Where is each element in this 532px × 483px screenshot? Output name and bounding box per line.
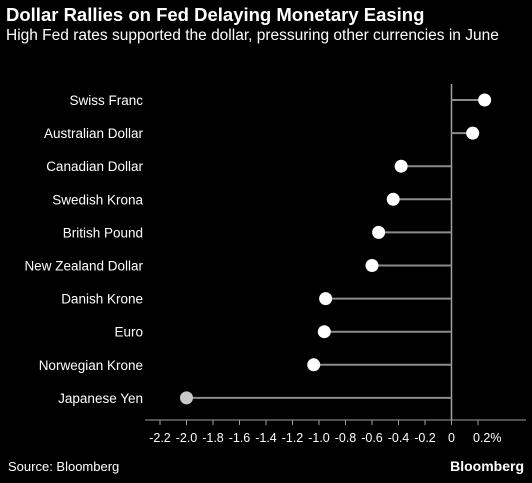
x-tick-label: -1.0 <box>308 431 330 445</box>
x-tick-label: -0.2 <box>414 431 436 445</box>
lollipop-point <box>372 225 386 239</box>
category-label: Australian Dollar <box>44 126 144 141</box>
chart-title: Dollar Rallies on Fed Delaying Monetary … <box>6 4 425 25</box>
lollipop-point <box>317 325 331 339</box>
bloomberg-logo: Bloomberg <box>450 458 524 474</box>
x-tick-label: -2.2 <box>149 431 171 445</box>
x-tick-label: -0.8 <box>335 431 357 445</box>
lollipop-point <box>319 292 333 306</box>
category-label: British Pound <box>63 225 143 240</box>
category-label: Danish Krone <box>61 292 143 307</box>
chart-subtitle: High Fed rates supported the dollar, pre… <box>6 27 499 44</box>
x-tick-label: -1.6 <box>229 431 251 445</box>
category-label: Norwegian Krone <box>39 358 143 373</box>
category-label: Swedish Krona <box>52 192 143 207</box>
lollipop-point <box>307 358 321 372</box>
category-label: Canadian Dollar <box>46 159 143 174</box>
lollipop-point <box>466 126 480 140</box>
lollipop-point <box>386 192 400 206</box>
category-label: Japanese Yen <box>58 391 143 406</box>
x-tick-label: -2.0 <box>176 431 198 445</box>
lollipop-point <box>180 391 193 405</box>
x-tick-label: 0.2% <box>473 431 502 445</box>
category-label: New Zealand Dollar <box>24 259 143 274</box>
x-tick-label: -0.6 <box>361 431 383 445</box>
x-tick-label: -1.2 <box>282 431 304 445</box>
x-tick-label: -1.4 <box>255 431 277 445</box>
lollipop-point <box>365 259 379 272</box>
lollipop-point <box>478 93 492 107</box>
x-tick-label: 0 <box>448 431 455 445</box>
x-tick-label: -1.8 <box>202 431 224 445</box>
category-label: Euro <box>114 325 143 340</box>
source-note: Source: Bloomberg <box>8 459 120 474</box>
x-tick-label: -0.4 <box>388 431 410 445</box>
category-label: Swiss Franc <box>69 93 143 108</box>
lollipop-point <box>394 159 408 173</box>
